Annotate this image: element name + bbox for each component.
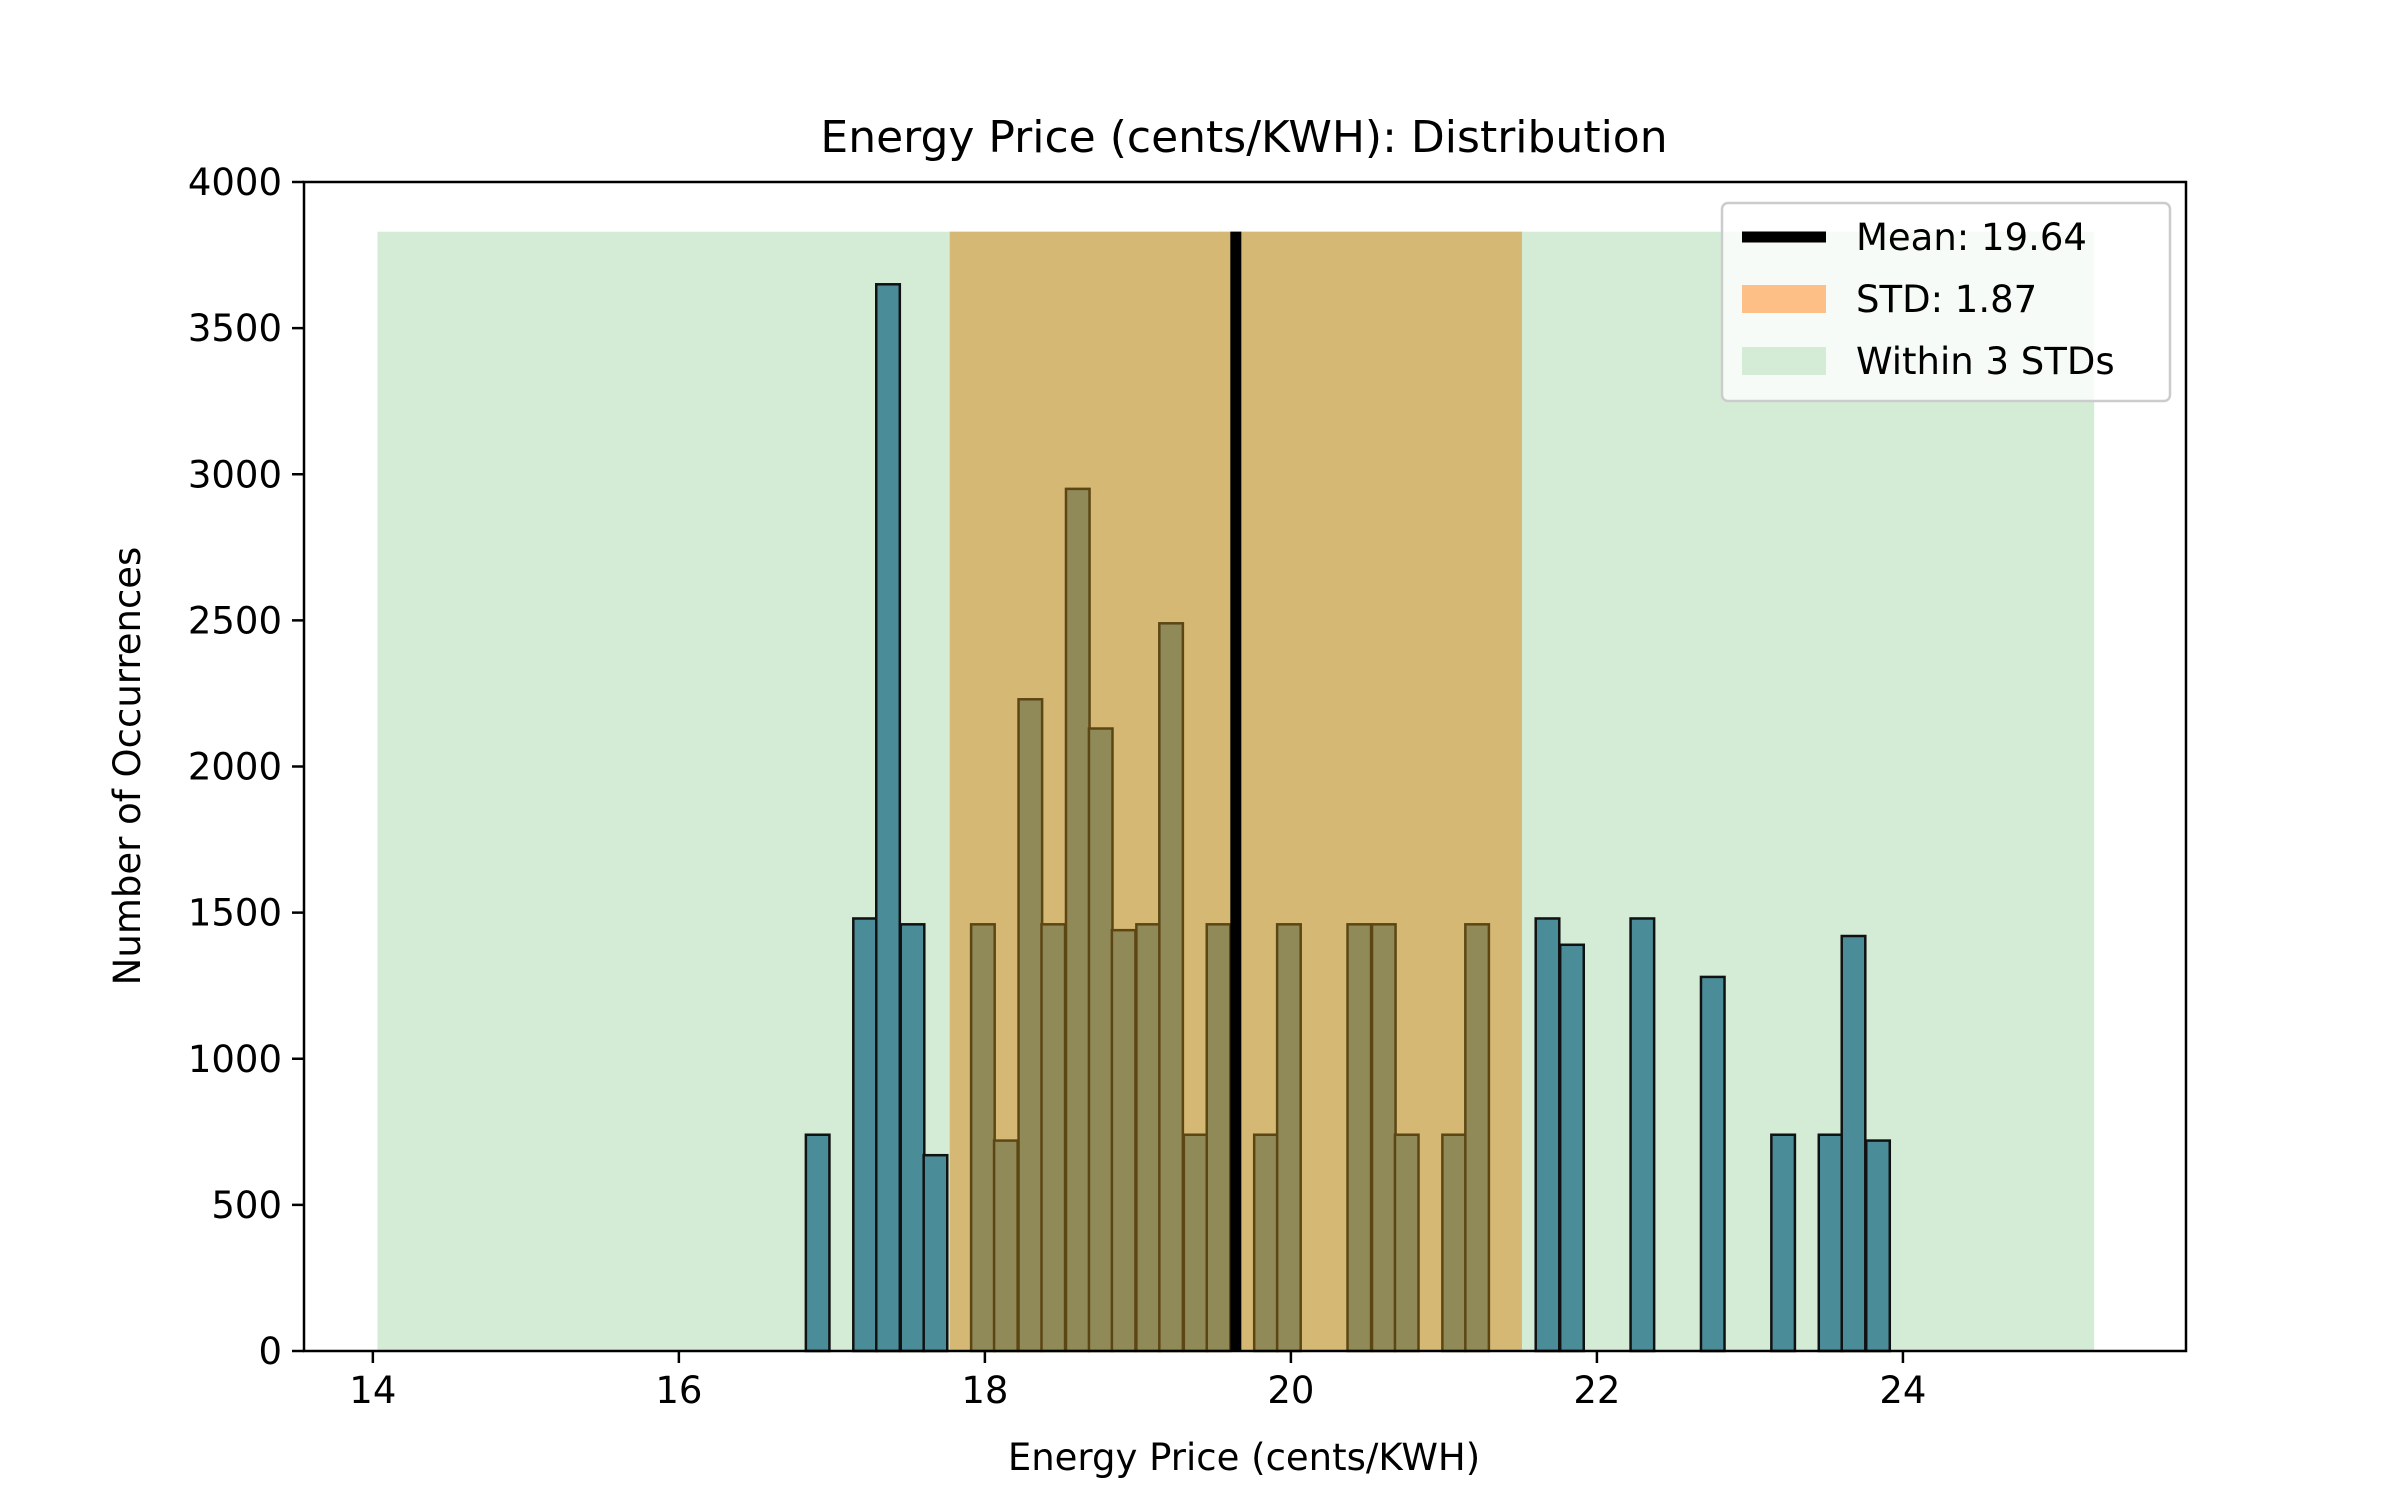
legend-label: Within 3 STDs [1856, 340, 2115, 383]
y-tick-label: 3000 [188, 453, 282, 496]
histogram-bar [1629, 917, 1656, 1353]
y-tick-label: 2500 [188, 599, 282, 642]
y-axis-label: Number of Occurrences [106, 547, 149, 986]
legend-box [1720, 201, 2172, 403]
histogram-bar [1441, 1133, 1468, 1353]
histogram-bar [1699, 975, 1726, 1353]
histogram-bar [1817, 1133, 1844, 1353]
chart-title: Energy Price (cents/KWH): Distribution [820, 112, 1667, 163]
histogram-bar [1064, 487, 1091, 1353]
histogram-bar [875, 283, 902, 1353]
legend-band-swatch [1742, 285, 1826, 313]
histogram-bar [1346, 923, 1373, 1353]
histogram-bar [1087, 727, 1114, 1353]
histogram-bar [1464, 923, 1491, 1353]
y-tick-label: 500 [211, 1184, 282, 1227]
histogram-bar [1864, 1139, 1892, 1353]
x-tick-label: 20 [1267, 1369, 1314, 1412]
histogram-bar [1017, 698, 1044, 1353]
x-tick-label: 16 [655, 1369, 702, 1412]
y-tick-label: 1000 [188, 1038, 282, 1081]
histogram-bar [1182, 1133, 1209, 1353]
histogram-bar [1393, 1133, 1420, 1353]
histogram-bar [1370, 923, 1397, 1353]
histogram-bar [899, 923, 926, 1353]
x-tick-label: 22 [1573, 1369, 1620, 1412]
histogram-bar [1840, 934, 1867, 1353]
x-tick-label: 18 [961, 1369, 1008, 1412]
y-tick-label: 2000 [188, 746, 282, 789]
y-axis-ticks: 0 500 1000 1500 2000 2500 3000 3500 4000 [188, 161, 304, 1373]
histogram-bar [922, 1153, 949, 1353]
histogram-bar [1135, 923, 1162, 1353]
histogram-bar [992, 1139, 1019, 1353]
legend-label: Mean: 19.64 [1856, 216, 2087, 259]
x-tick-label: 14 [349, 1369, 396, 1412]
histogram-bar [1205, 923, 1232, 1353]
histogram-bar [1252, 1133, 1279, 1353]
histogram-bar [1110, 928, 1137, 1353]
x-axis-ticks: 14 16 18 20 22 24 [349, 1351, 1926, 1412]
x-axis-label: Energy Price (cents/KWH) [1008, 1436, 1480, 1479]
legend: Mean: 19.64 STD: 1.87 Within 3 STDs [1720, 201, 2172, 403]
histogram-bar [1275, 923, 1302, 1353]
legend-band-swatch [1742, 347, 1826, 375]
y-tick-label: 0 [258, 1330, 282, 1373]
histogram-bar [1558, 943, 1586, 1353]
histogram-bar [1158, 622, 1185, 1353]
y-tick-label: 3500 [188, 307, 282, 350]
legend-label: STD: 1.87 [1856, 278, 2037, 321]
y-tick-label: 4000 [188, 161, 282, 204]
histogram-bar [852, 917, 879, 1353]
histogram-bar [804, 1133, 831, 1353]
x-tick-label: 24 [1879, 1369, 1926, 1412]
histogram-bar [1770, 1133, 1797, 1353]
y-tick-label: 1500 [188, 892, 282, 935]
histogram-bar [1040, 923, 1067, 1353]
histogram-bar [1534, 917, 1561, 1353]
histogram-bar [969, 923, 996, 1353]
